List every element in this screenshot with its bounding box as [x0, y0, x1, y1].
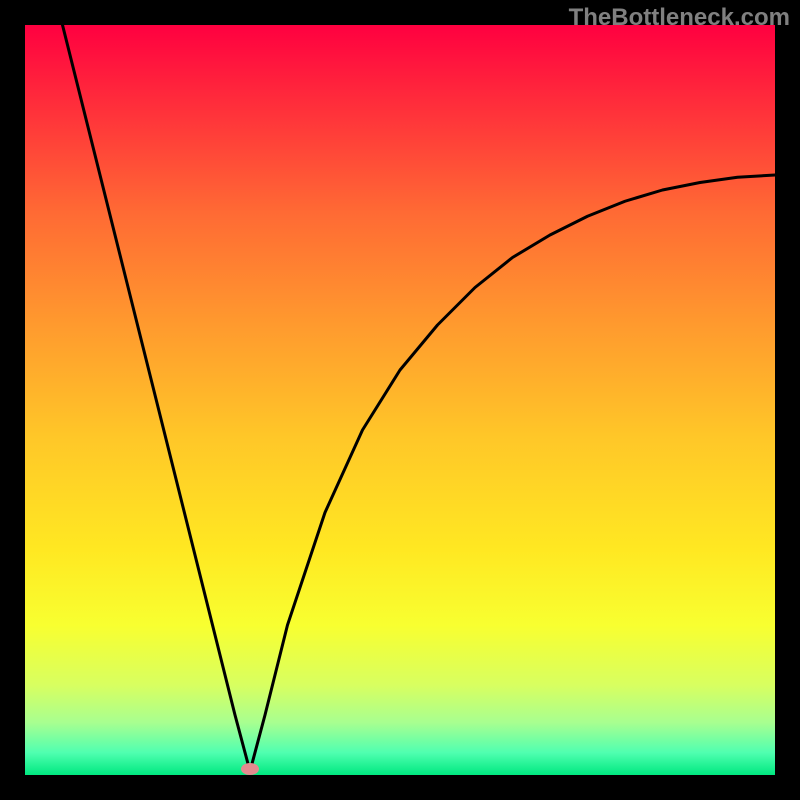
bottleneck-chart: [0, 0, 800, 800]
optimal-marker: [241, 763, 259, 775]
chart-container: { "watermark": { "text": "TheBottleneck.…: [0, 0, 800, 800]
chart-background: [25, 25, 775, 775]
watermark-text: TheBottleneck.com: [569, 4, 790, 32]
